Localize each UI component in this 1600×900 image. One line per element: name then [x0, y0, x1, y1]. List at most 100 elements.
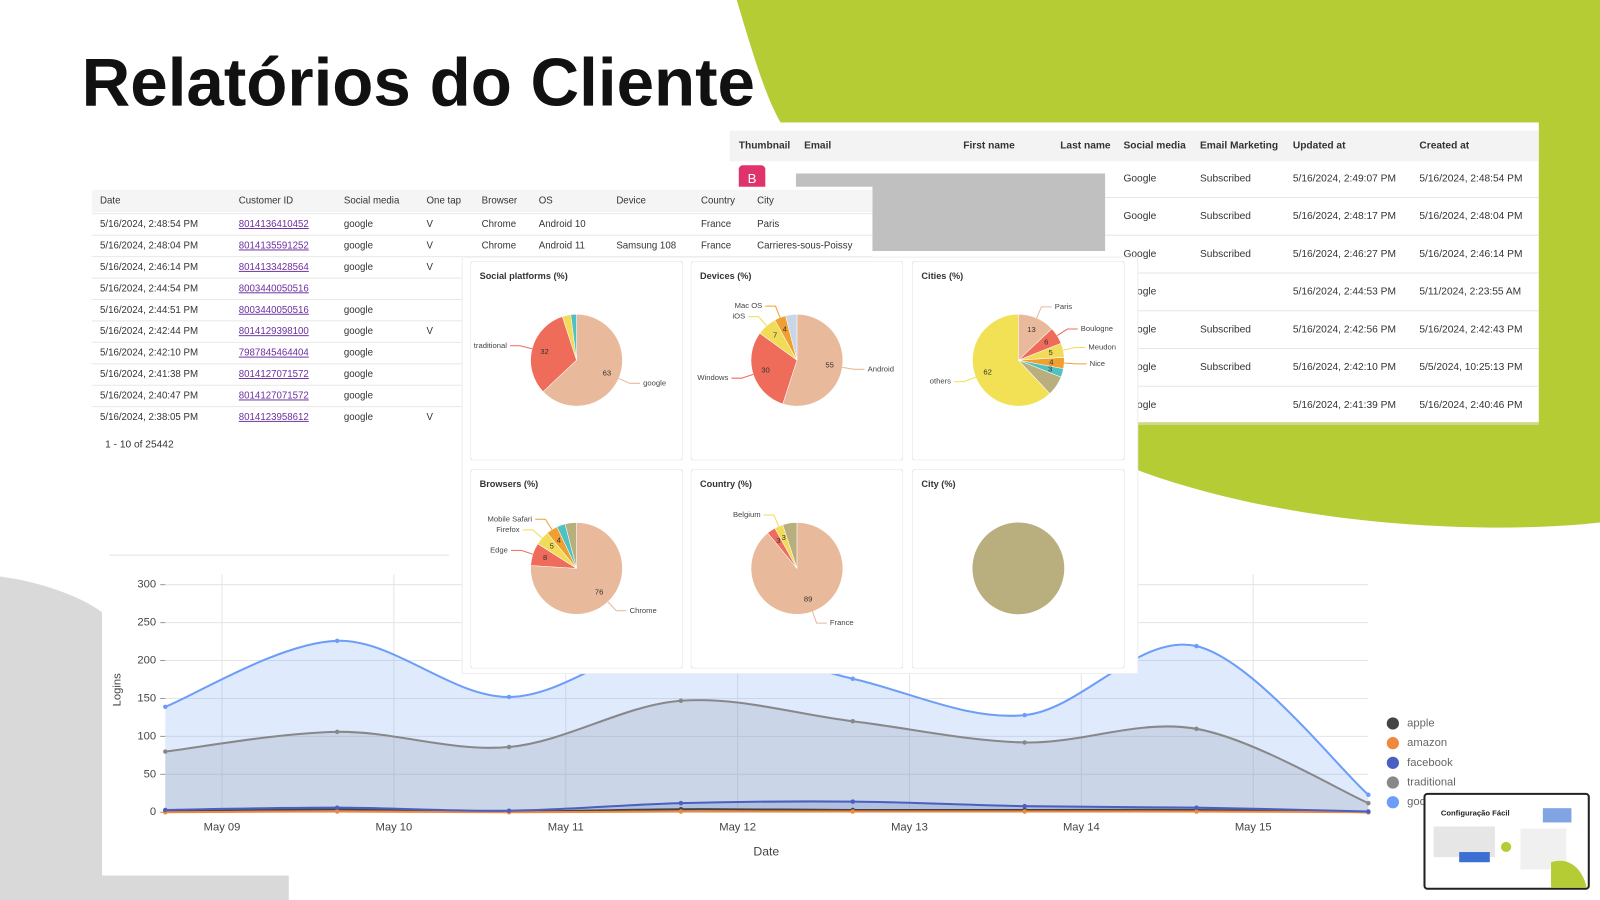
y-tick-label: 100 [137, 730, 156, 742]
header-bg [91, 189, 873, 213]
cell: google [344, 240, 373, 251]
cell: 5/16/2024, 2:41:39 PM [1293, 400, 1396, 411]
cell: 5/16/2024, 2:41:38 PM [100, 369, 198, 380]
cell: Subscribed [1200, 173, 1251, 184]
slice-label: Paris [1055, 302, 1073, 311]
y-tick-label: 0 [150, 806, 156, 818]
point [163, 749, 168, 754]
point [850, 718, 856, 724]
leader-line [522, 529, 543, 539]
slice-label: Belgium [733, 510, 761, 519]
customer-link: 8014136410452 [239, 219, 309, 230]
cell: Google [1123, 287, 1156, 298]
cell: France [701, 219, 731, 230]
pie-chart: Cities (%) 13 Paris 6 Boulogne 5 Meudon 4 Nice 3 6… [912, 261, 1125, 461]
pie-title: Browsers (%) [480, 479, 539, 489]
thumbnail-title: Configuração Fácil [1441, 808, 1510, 817]
pie-slice [530, 316, 577, 392]
column-header: Device [616, 196, 646, 207]
point [1194, 643, 1199, 649]
cell: 5/16/2024, 2:42:56 PM [1293, 324, 1396, 335]
column-header: City [757, 196, 774, 207]
pie-slice [782, 314, 844, 407]
thumb-shape [1542, 808, 1572, 823]
x-tick-label: May 12 [719, 822, 756, 834]
slice-value: 3 [782, 533, 786, 542]
slice-label: Firefox [496, 525, 520, 534]
leader-line [812, 611, 827, 624]
column-header: Country [701, 196, 735, 207]
point [1366, 809, 1371, 814]
logins-chart: Date Logins 0 50 100 150 200 250 300 May 09 May … [111, 574, 1456, 858]
cell: 5/16/2024, 2:46:14 PM [1419, 249, 1522, 260]
cell: 5/16/2024, 2:40:47 PM [100, 390, 198, 401]
legend-swatch [1386, 717, 1399, 730]
point [163, 807, 168, 813]
cell: Chrome [482, 240, 516, 251]
pie-chart: Browsers (%) 76 Chrome 8 Edge 5 Firefox 4 Mobile… [470, 469, 683, 669]
x-tick-label: May 15 [1235, 822, 1272, 834]
legend-label: traditional [1407, 777, 1456, 789]
slice-value: 6 [1044, 338, 1048, 347]
column-header: Thumbnail [739, 141, 791, 152]
leader-line [748, 316, 767, 327]
slice-value: 76 [595, 587, 604, 596]
slice-label: France [830, 618, 854, 627]
column-header: Social media [344, 196, 400, 207]
point [334, 729, 340, 735]
pie-chart: Country (%) 89 France 3 3 Belgium [690, 469, 904, 669]
cell: 5/16/2024, 2:42:10 PM [100, 348, 198, 359]
pagination: 1 - 10 of 25442 [105, 440, 174, 451]
slice-value: 13 [1027, 325, 1036, 334]
column-header: One tap [427, 196, 461, 207]
thumb-shape [1501, 841, 1512, 853]
cell: Subscribed [1200, 362, 1251, 373]
leader-line [954, 376, 976, 383]
point [1366, 792, 1371, 798]
cell: google [344, 390, 373, 401]
pie-chart: Devices (%) 55 Android 30 Windows 7 iOS 4 Mac OS [690, 261, 904, 461]
cell: Paris [757, 219, 779, 230]
cell: google [344, 369, 373, 380]
point [678, 698, 684, 703]
slice-label: Mobile Safari [488, 514, 533, 523]
cell: V [427, 262, 434, 273]
pie-title: Social platforms (%) [480, 271, 568, 281]
cell: V [427, 240, 434, 251]
column-header: First name [963, 141, 1015, 152]
point [1022, 712, 1027, 718]
x-tick-label: May 13 [891, 822, 928, 834]
point [1194, 809, 1199, 814]
slice-value: 5 [550, 542, 554, 551]
pie-chart: City (%) [912, 469, 1125, 669]
x-tick-label: May 10 [375, 822, 412, 834]
cell: 5/16/2024, 2:46:27 PM [1293, 249, 1396, 260]
column-header: Last name [1060, 141, 1111, 152]
slice-label: Boulogne [1081, 324, 1113, 333]
cell: 5/16/2024, 2:48:54 PM [100, 219, 198, 230]
cell: 5/16/2024, 2:42:10 PM [1293, 362, 1396, 373]
column-header: Browser [482, 196, 518, 207]
leader-line [1063, 347, 1086, 351]
cell: 5/16/2024, 2:48:04 PM [1419, 211, 1522, 222]
cell: Subscribed [1200, 249, 1251, 260]
point [506, 808, 512, 813]
cell: Samsung 108 [616, 240, 676, 251]
cell: Google [1123, 400, 1156, 411]
cell: 5/16/2024, 2:44:54 PM [100, 283, 198, 294]
slice-label: others [930, 377, 951, 386]
cell: Google [1123, 173, 1156, 184]
pie-chart: Social platforms (%) 63 google 32 traditiona… [470, 261, 683, 461]
point [850, 676, 856, 681]
leader-line [1036, 306, 1052, 319]
cell: Carrieres-sous-Poissy [757, 240, 852, 251]
thumb-shape [1551, 860, 1587, 888]
cell: 5/16/2024, 2:40:46 PM [1419, 400, 1522, 411]
leader-line [511, 549, 534, 555]
cell: google [344, 412, 373, 423]
slice-value: 3 [776, 536, 780, 545]
gray-shape [0, 576, 289, 900]
slice-label: Meudon [1088, 343, 1116, 352]
legend-label: facebook [1407, 757, 1453, 769]
cell: google [344, 348, 373, 359]
